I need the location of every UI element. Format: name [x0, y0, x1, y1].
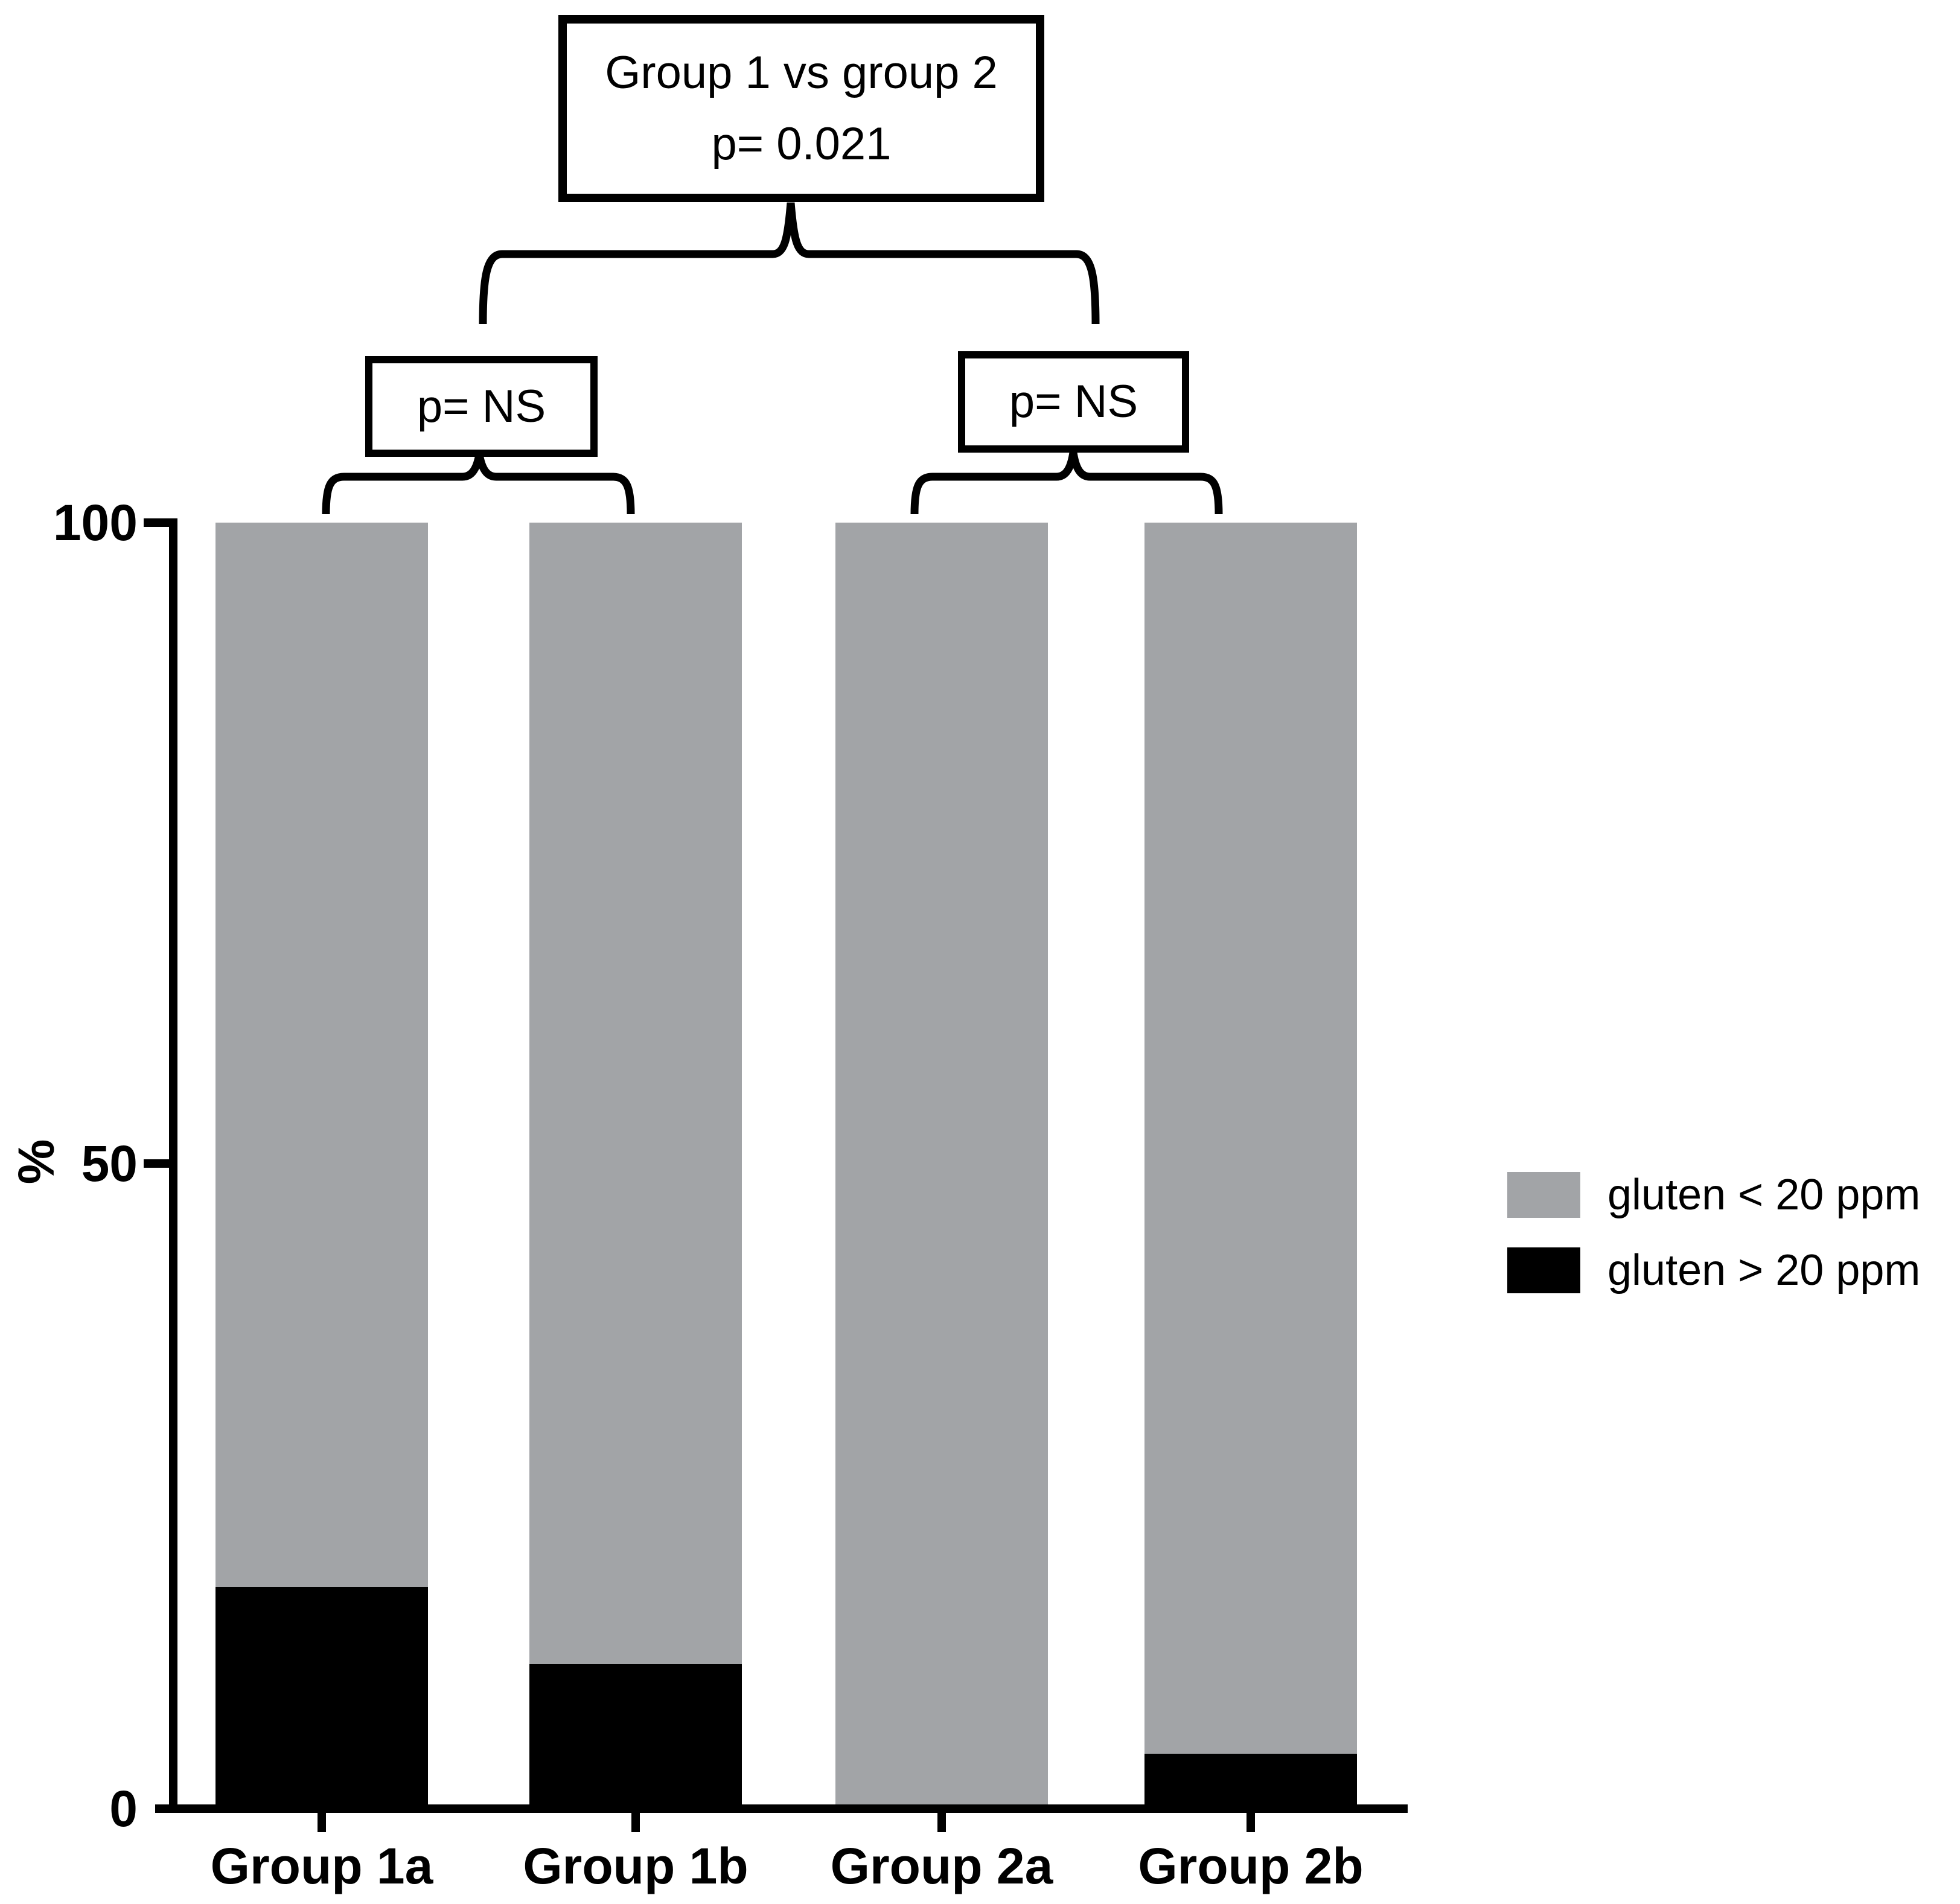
significance-box-top: Group 1 vs group 2 p= 0.021	[558, 15, 1044, 202]
y-tick-50	[144, 1159, 169, 1168]
legend-swatch-gluten-under-20ppm	[1507, 1172, 1580, 1218]
y-tick-label-100: 100	[53, 494, 138, 551]
bar-group-2b-black-segment	[1144, 1754, 1357, 1805]
x-label-group-2b: Group 2b	[1138, 1838, 1364, 1894]
curly-brace-top	[479, 202, 1100, 325]
bar-group-1a	[215, 523, 428, 1805]
significance-comparison-text: Group 1 vs group 2	[605, 47, 998, 98]
y-tick-label-50: 50	[81, 1135, 138, 1192]
x-axis-line	[155, 1804, 1408, 1813]
significance-ns-text-group1: p= NS	[417, 380, 546, 432]
significance-box-group1: p= NS	[365, 356, 598, 457]
significance-pvalue-text: p= 0.021	[711, 118, 892, 170]
x-tick-group-1a	[318, 1813, 326, 1832]
bar-group-2a	[835, 523, 1048, 1805]
bar-group-2b	[1144, 523, 1357, 1805]
curly-brace-group2	[910, 451, 1223, 515]
x-tick-group-2b	[1247, 1813, 1255, 1832]
y-axis-line	[169, 518, 177, 1813]
legend-label-gluten-under-20ppm: gluten < 20 ppm	[1607, 1171, 1921, 1219]
bar-group-1b-black-segment	[529, 1664, 742, 1805]
curly-brace-group1	[322, 453, 635, 515]
significance-box-group2: p= NS	[958, 351, 1189, 453]
y-tick-label-0: 0	[109, 1780, 138, 1837]
y-tick-100	[144, 518, 169, 527]
x-tick-group-1b	[631, 1813, 640, 1832]
x-label-group-1a: Group 1a	[210, 1838, 433, 1894]
legend-label-gluten-over-20ppm: gluten > 20 ppm	[1607, 1246, 1921, 1294]
legend-swatch-gluten-over-20ppm	[1507, 1247, 1580, 1293]
significance-ns-text-group2: p= NS	[1009, 376, 1138, 427]
x-label-group-2a: Group 2a	[830, 1838, 1053, 1894]
bar-group-1b	[529, 523, 742, 1805]
x-label-group-1b: Group 1b	[523, 1838, 749, 1894]
bar-group-1a-black-segment	[215, 1587, 428, 1805]
x-tick-group-2a	[937, 1813, 946, 1832]
